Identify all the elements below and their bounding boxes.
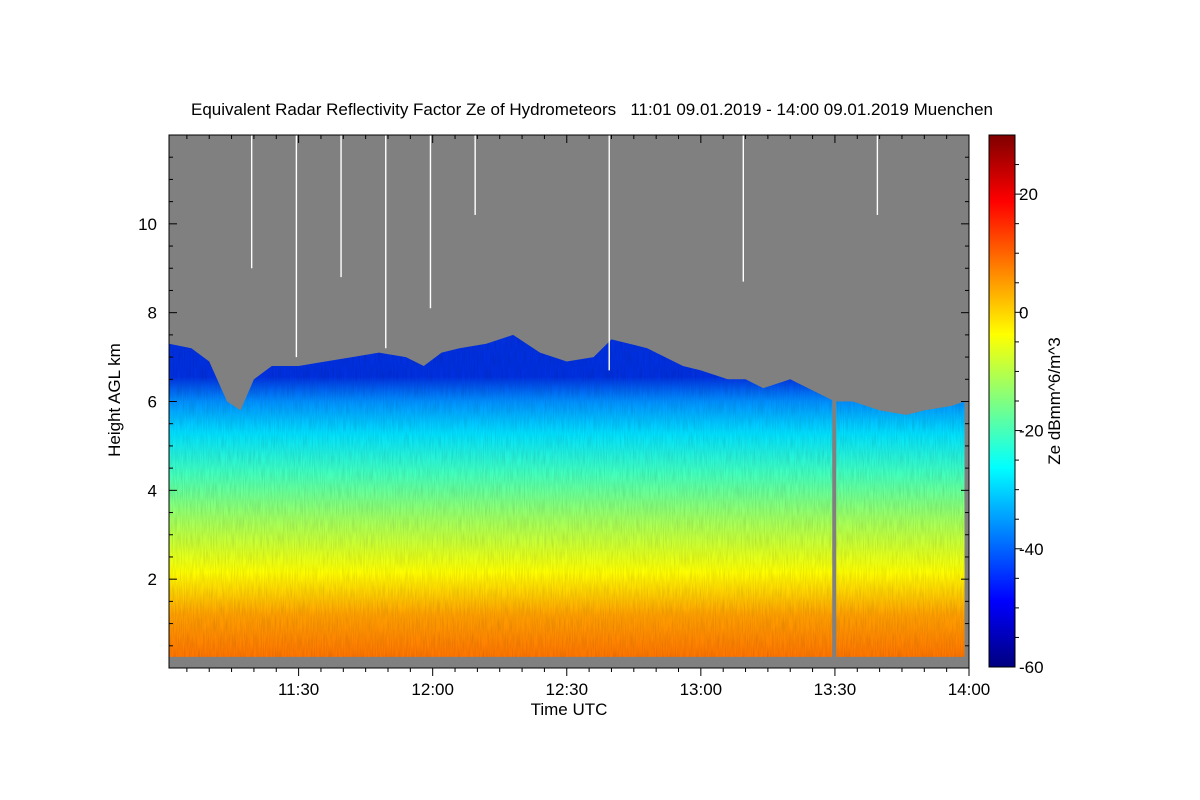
x-tick-label: 14:00: [948, 680, 991, 699]
x-axis: 11:30 12:00 12:30 13:00 13:30 14:00: [186, 135, 991, 699]
colorbar-ticks: 20 0 -20 -40 -60: [1015, 164, 1044, 677]
x-tick-label: 13:00: [680, 680, 723, 699]
chart-title: Equivalent Radar Reflectivity Factor Ze …: [191, 100, 993, 119]
colorbar-tick-label: -20: [1019, 422, 1044, 441]
colorbar: [988, 134, 1016, 668]
y-axis: 2 4 6 8 10: [138, 156, 969, 647]
x-tick-label: 12:00: [411, 680, 454, 699]
y-axis-label: Height AGL km: [105, 343, 124, 457]
reflectivity-texture: [169, 334, 965, 657]
y-tick-label: 8: [148, 304, 157, 323]
x-axis-label: Time UTC: [531, 700, 608, 719]
x-tick-label: 13:30: [814, 680, 857, 699]
colorbar-label: Ze dBmm^6/m^3: [1045, 337, 1064, 464]
data-gap-streaks: [250, 135, 879, 668]
plot-area: [169, 135, 969, 668]
colorbar-tick-label: -40: [1019, 540, 1044, 559]
y-tick-label: 4: [148, 481, 157, 500]
y-tick-label: 6: [148, 393, 157, 412]
missing-data-column: [832, 388, 837, 668]
colorbar-tick-label: 0: [1019, 303, 1028, 322]
colorbar-tick-label: -60: [1019, 658, 1044, 677]
colorbar-tick-label: 20: [1019, 185, 1038, 204]
y-tick-label: 10: [138, 215, 157, 234]
x-tick-label: 12:30: [545, 680, 588, 699]
x-tick-label: 11:30: [278, 680, 319, 699]
y-tick-label: 2: [148, 570, 157, 589]
